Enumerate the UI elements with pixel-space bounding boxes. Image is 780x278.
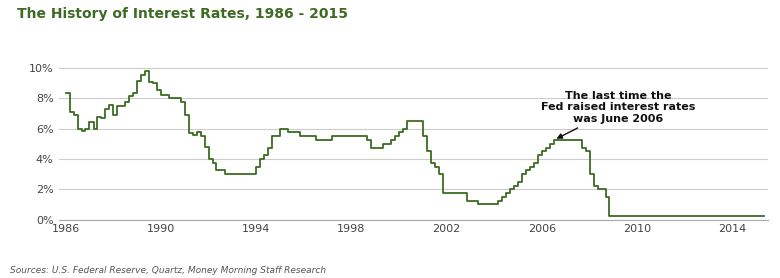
Text: Sources: U.S. Federal Reserve, Quartz, Money Morning Staff Research: Sources: U.S. Federal Reserve, Quartz, M…	[10, 266, 326, 275]
Text: The last time the
Fed raised interest rates
was June 2006: The last time the Fed raised interest ra…	[541, 91, 696, 138]
Text: The History of Interest Rates, 1986 - 2015: The History of Interest Rates, 1986 - 20…	[17, 7, 348, 21]
